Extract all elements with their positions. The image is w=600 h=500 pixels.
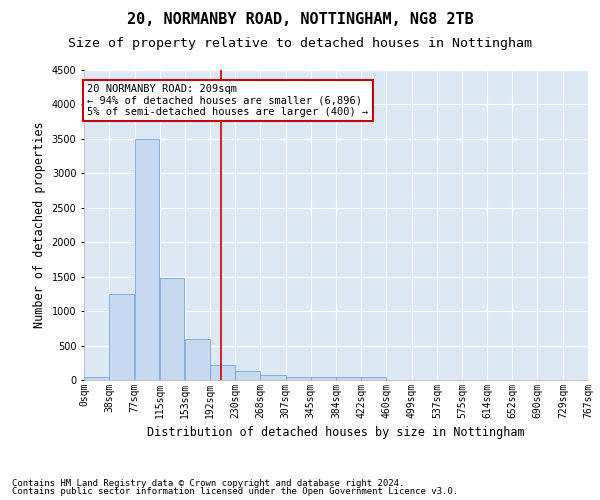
Bar — [337, 376, 361, 380]
Y-axis label: Number of detached properties: Number of detached properties — [33, 122, 46, 328]
Bar — [260, 375, 286, 380]
Bar — [286, 376, 311, 380]
Bar — [210, 364, 235, 380]
Bar — [185, 338, 210, 380]
Bar — [361, 376, 386, 380]
Text: Contains HM Land Registry data © Crown copyright and database right 2024.: Contains HM Land Registry data © Crown c… — [12, 478, 404, 488]
Bar — [311, 376, 336, 380]
Bar — [84, 376, 109, 380]
Text: Contains public sector information licensed under the Open Government Licence v3: Contains public sector information licen… — [12, 487, 458, 496]
Text: 20 NORMANBY ROAD: 209sqm
← 94% of detached houses are smaller (6,896)
5% of semi: 20 NORMANBY ROAD: 209sqm ← 94% of detach… — [87, 84, 368, 117]
Bar — [109, 294, 134, 380]
Bar — [235, 372, 260, 380]
Text: 20, NORMANBY ROAD, NOTTINGHAM, NG8 2TB: 20, NORMANBY ROAD, NOTTINGHAM, NG8 2TB — [127, 12, 473, 28]
Bar — [134, 139, 160, 380]
Text: Size of property relative to detached houses in Nottingham: Size of property relative to detached ho… — [68, 38, 532, 51]
Bar — [160, 278, 184, 380]
X-axis label: Distribution of detached houses by size in Nottingham: Distribution of detached houses by size … — [147, 426, 525, 440]
